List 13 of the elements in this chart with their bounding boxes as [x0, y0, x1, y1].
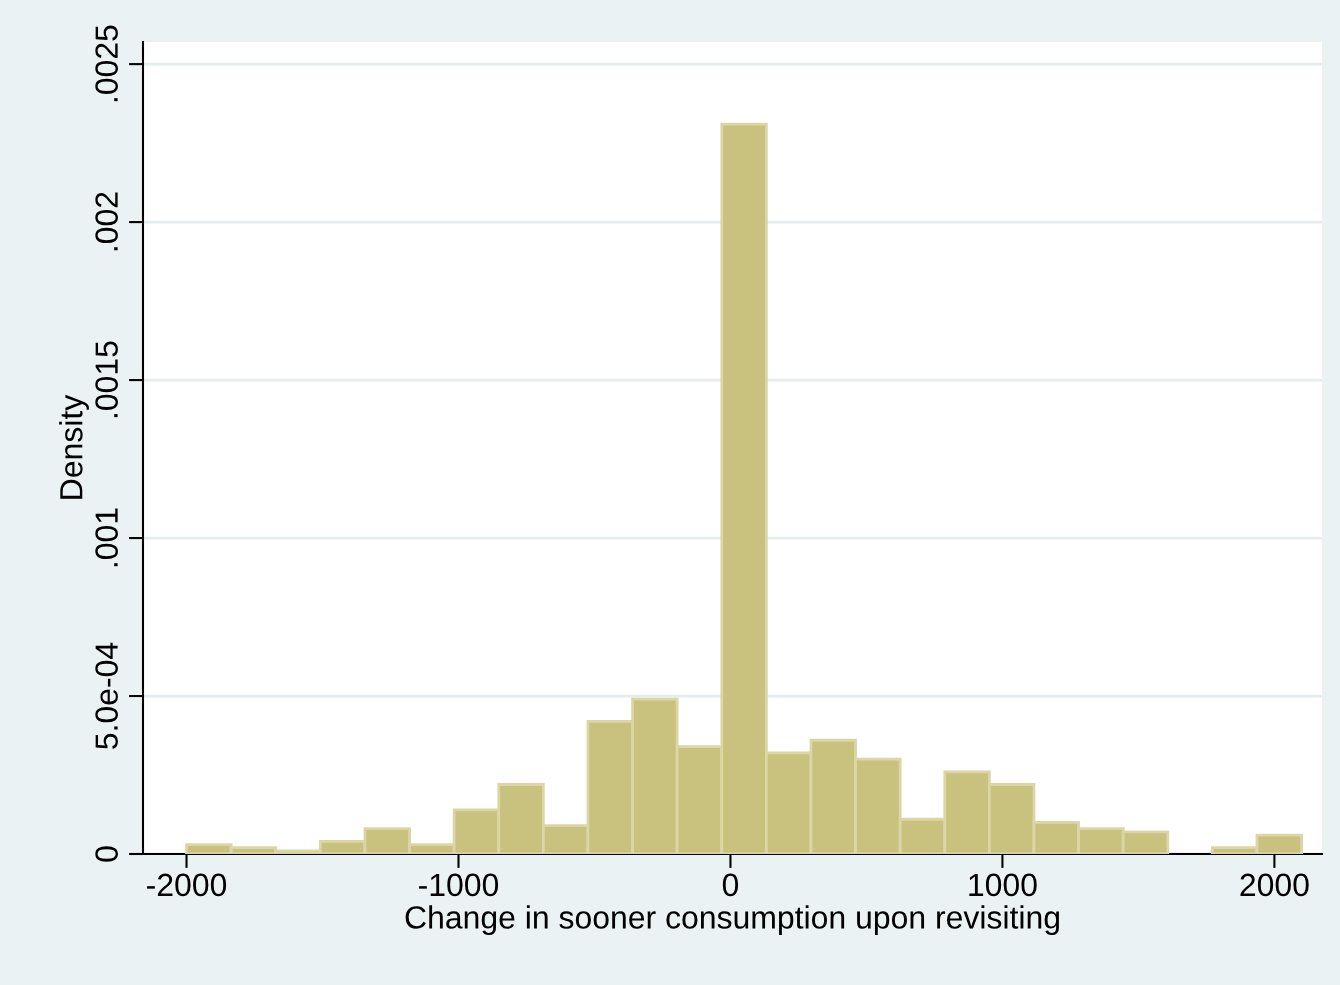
x-axis-title: Change in sooner consumption upon revisiting — [405, 905, 1059, 936]
y-tick-label: 0 — [95, 846, 118, 862]
x-tick-label: 0 — [722, 873, 739, 897]
x-tick-label: 2000 — [1240, 873, 1309, 897]
y-axis-title: Density — [59, 394, 89, 499]
y-tick-label: 5.0e-04 — [95, 642, 118, 749]
y-tick-label: .0025 — [95, 25, 118, 102]
x-tick-label: 1000 — [969, 873, 1037, 897]
x-tick-label: -1000 — [419, 873, 499, 897]
x-tick-label: -2000 — [147, 873, 227, 897]
y-tick-label: .001 — [95, 508, 118, 567]
y-tick-label: .002 — [95, 192, 118, 251]
y-tick-label: .0015 — [95, 341, 118, 418]
